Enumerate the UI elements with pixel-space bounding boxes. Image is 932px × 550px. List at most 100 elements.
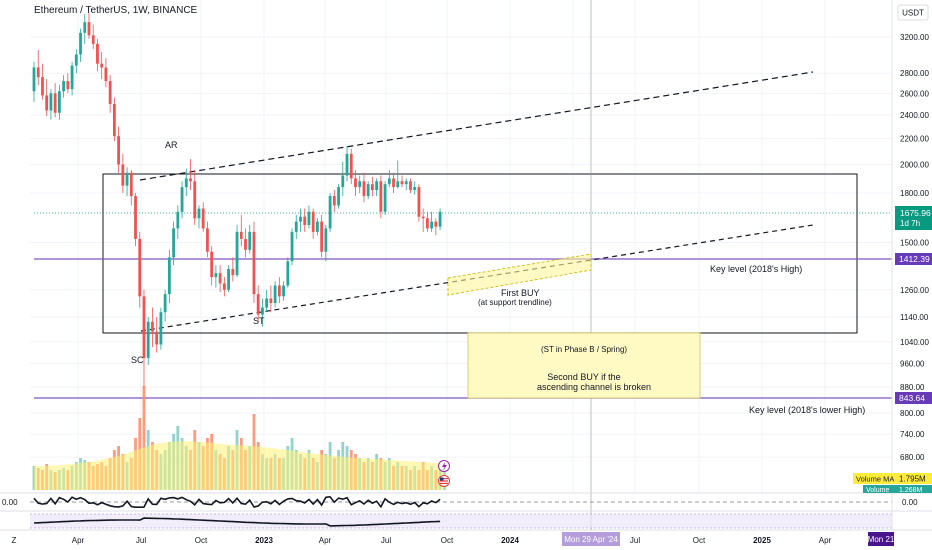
candle-body — [282, 285, 285, 297]
current-price-badge — [895, 206, 932, 230]
candle-body — [265, 298, 269, 308]
candle-body — [117, 136, 120, 165]
candle-body — [387, 178, 391, 185]
candle-body — [307, 211, 311, 225]
candle-body — [49, 93, 53, 111]
chart-grid — [30, 0, 892, 493]
candle-body — [45, 95, 49, 111]
candle-body — [96, 43, 99, 64]
first-buy-zone[interactable] — [447, 253, 592, 296]
candle-body — [400, 181, 404, 185]
candle-body — [337, 187, 340, 206]
candle-body — [316, 221, 319, 232]
candle-body — [421, 216, 425, 219]
volume-ma-value: 1.795M — [899, 475, 926, 484]
candle-body — [79, 32, 82, 55]
candle-body — [91, 35, 95, 44]
oscillator-2-band — [30, 514, 892, 528]
volume-ma-label: Volume MA — [856, 475, 894, 484]
candle-body — [108, 81, 112, 104]
candle-body — [332, 196, 336, 206]
annotation-ar: AR — [165, 140, 178, 150]
price-axis[interactable]: 3200.00 2800.00 2600.00 2400.00 2200.00 2000.… — [900, 33, 929, 462]
price-tick-label: 740.00 — [900, 430, 925, 439]
candle-body — [184, 178, 188, 188]
candle-body — [392, 178, 395, 188]
channel-upper-trendline[interactable] — [139, 71, 814, 181]
candle-body — [379, 181, 383, 212]
candle-body — [261, 307, 264, 315]
price-tick-label: 2600.00 — [900, 89, 929, 98]
oscillator-1-line — [33, 495, 441, 509]
candle-body — [155, 331, 159, 345]
key-level-text-2018-high: Key level (2018's High) — [710, 264, 802, 274]
time-tick-label: 2023 — [255, 536, 273, 545]
volume-ma-badge — [853, 473, 896, 484]
candle-body — [434, 221, 438, 227]
time-highlight-left — [562, 532, 620, 546]
candle-body — [159, 312, 163, 345]
price-tick-label: 1040.00 — [900, 338, 929, 347]
key-level-badge-2018-lower-high — [895, 392, 932, 404]
candle-body — [409, 181, 412, 191]
time-highlight-right — [868, 532, 894, 546]
candle-body — [227, 269, 230, 290]
candle-body — [294, 221, 298, 232]
oscillator-1-right-label: 0.00 — [902, 498, 918, 507]
candle-body — [231, 269, 235, 276]
key-level-badge-2018-high — [895, 253, 932, 265]
candle-body — [252, 231, 256, 295]
candle-body — [104, 67, 108, 82]
time-tick-label: Jul — [630, 536, 640, 545]
candle-body — [244, 238, 247, 250]
candle-body — [180, 187, 184, 212]
volume-value-badge — [896, 485, 932, 493]
current-price-countdown: 1d 7h — [900, 219, 920, 228]
us-flag-icon[interactable] — [438, 475, 450, 487]
candle-body — [248, 231, 252, 250]
candlesticks — [32, 12, 442, 388]
oscillator-2-line — [33, 517, 441, 527]
key-level-badge-2018-high-value: 1412.39 — [899, 254, 930, 264]
candle-body — [286, 261, 290, 286]
candle-body — [112, 103, 116, 137]
trading-range-box[interactable] — [102, 173, 858, 334]
volume-ma-area — [34, 441, 445, 490]
price-tick-label: 800.00 — [900, 409, 925, 418]
candle-body — [417, 187, 421, 217]
price-tick-label: 2000.00 — [900, 160, 929, 169]
phase-b-note-box[interactable] — [467, 332, 701, 399]
currency-button[interactable] — [897, 4, 929, 21]
candle-body — [324, 228, 328, 252]
candle-body — [239, 231, 243, 239]
annotation-sc: SC — [131, 355, 144, 365]
candle-body — [36, 67, 40, 78]
candle-body — [176, 211, 180, 229]
candle-body — [146, 321, 150, 358]
candle-body — [62, 81, 66, 92]
time-axis[interactable]: Z Apr Jul Oct 2023 Apr Jul Oct 2024 Apr Jul Oct 2025… — [12, 536, 890, 545]
time-tick-label: Oct — [195, 536, 208, 545]
candle-body — [142, 296, 146, 358]
time-tick-label: 2024 — [501, 536, 519, 545]
price-tick-label: 680.00 — [900, 453, 925, 462]
price-tick-label: 1800.00 — [900, 189, 929, 198]
time-tick-label: Z — [12, 536, 17, 545]
oscillator-1-left-label: 0.00 — [2, 498, 18, 507]
lightning-icon[interactable] — [438, 460, 450, 472]
candle-body — [87, 22, 91, 36]
annotation-first-buy: First BUY — [501, 288, 540, 298]
candle-body — [214, 273, 218, 278]
candle-body — [345, 153, 349, 176]
annotation-st: ST — [253, 316, 265, 326]
time-tick-label: Apr — [819, 536, 832, 545]
candle-body — [413, 187, 417, 191]
candle-body — [172, 228, 175, 258]
candle-body — [74, 54, 78, 66]
candle-body — [53, 93, 57, 113]
candle-body — [193, 181, 197, 219]
candle-body — [218, 273, 222, 284]
key-level-badge-2018-lower-high-value: 843.64 — [899, 393, 925, 403]
candle-body — [206, 228, 209, 252]
